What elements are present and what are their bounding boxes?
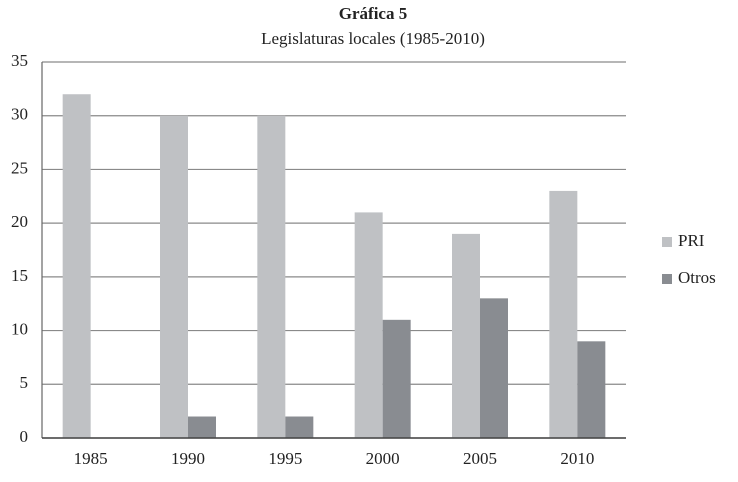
bar (62, 94, 91, 438)
y-tick-label: 35 (11, 51, 28, 70)
x-tick-label: 2010 (560, 449, 594, 468)
bar (354, 212, 383, 438)
y-tick-label: 5 (20, 373, 29, 392)
chart-title: Gráfica 5 (339, 4, 407, 23)
legend-label: PRI (678, 231, 705, 250)
bar (160, 115, 188, 438)
legend-swatch (662, 237, 672, 247)
bar (452, 233, 480, 438)
y-tick-label: 25 (11, 158, 28, 177)
bar (549, 190, 578, 438)
bar (577, 341, 606, 438)
bar (480, 298, 508, 438)
bar (382, 319, 411, 438)
y-tick-label: 20 (11, 212, 28, 231)
y-tick-label: 30 (11, 105, 28, 124)
bar (188, 416, 216, 438)
x-tick-label: 1990 (171, 449, 205, 468)
legend-swatch (662, 274, 672, 284)
y-tick-label: 0 (20, 427, 29, 446)
bar (285, 416, 314, 438)
y-tick-label: 10 (11, 319, 28, 338)
x-tick-label: 2000 (366, 449, 400, 468)
x-tick-label: 1985 (74, 449, 108, 468)
x-tick-label: 2005 (463, 449, 497, 468)
y-tick-label: 15 (11, 266, 28, 285)
bar (257, 115, 286, 438)
legend-label: Otros (678, 268, 716, 287)
chart-subtitle: Legislaturas locales (1985-2010) (261, 29, 485, 48)
x-tick-label: 1995 (268, 449, 302, 468)
